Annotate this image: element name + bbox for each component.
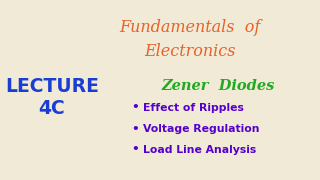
Text: Effect of Ripples: Effect of Ripples (143, 103, 244, 113)
Text: Zener  Diodes: Zener Diodes (161, 79, 275, 93)
Text: •: • (131, 123, 139, 136)
Text: Load Line Analysis: Load Line Analysis (143, 145, 256, 155)
Text: •: • (131, 102, 139, 114)
Text: Fundamentals  of: Fundamentals of (119, 19, 260, 37)
Text: Electronics: Electronics (144, 44, 236, 60)
Text: 4C: 4C (39, 98, 65, 118)
Text: Voltage Regulation: Voltage Regulation (143, 124, 260, 134)
Text: LECTURE: LECTURE (5, 76, 99, 96)
Text: •: • (131, 143, 139, 156)
